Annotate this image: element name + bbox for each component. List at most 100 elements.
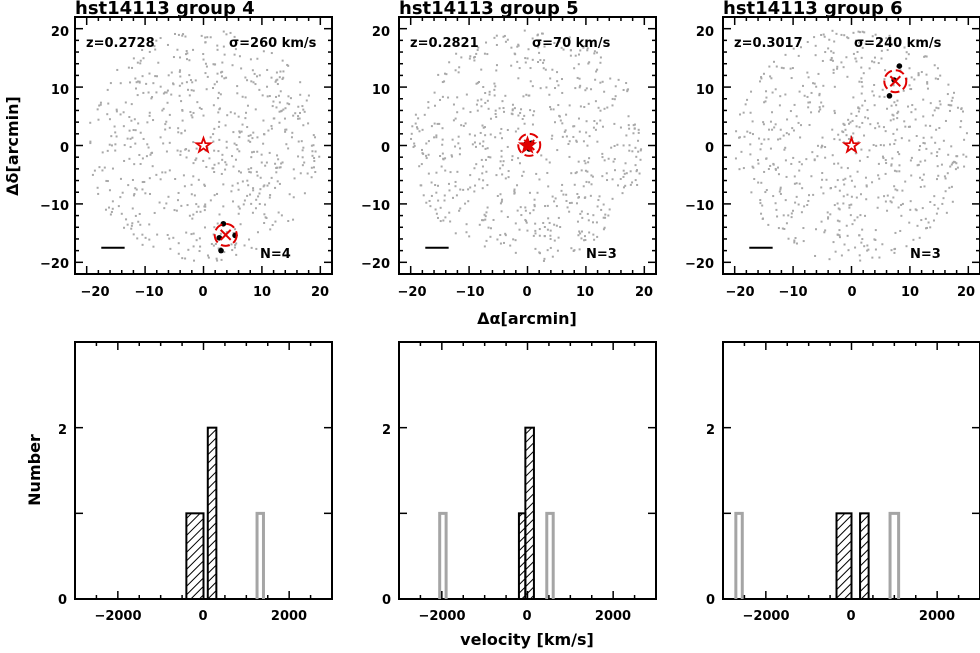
field-galaxy-point — [792, 129, 795, 132]
field-galaxy-point — [601, 152, 604, 155]
field-galaxy-point — [539, 252, 542, 255]
field-galaxy-point — [475, 163, 478, 166]
field-galaxy-point — [888, 34, 891, 37]
field-galaxy-point — [923, 55, 926, 58]
field-galaxy-point — [131, 222, 134, 225]
field-galaxy-point — [459, 188, 462, 191]
field-galaxy-point — [924, 124, 927, 127]
field-galaxy-point — [193, 259, 196, 262]
field-galaxy-point — [575, 140, 578, 143]
field-galaxy-point — [567, 142, 570, 145]
field-galaxy-point — [458, 209, 461, 212]
field-galaxy-point — [929, 124, 932, 127]
field-galaxy-point — [905, 57, 908, 60]
field-galaxy-point — [294, 112, 297, 115]
field-galaxy-point — [793, 175, 796, 178]
field-galaxy-point — [532, 234, 535, 237]
field-galaxy-point — [137, 80, 140, 83]
field-galaxy-point — [611, 178, 614, 181]
field-galaxy-point — [905, 245, 908, 248]
field-galaxy-point — [829, 187, 832, 190]
field-galaxy-point — [939, 103, 942, 106]
field-galaxy-point — [289, 97, 292, 100]
y-tick-label: 2 — [382, 423, 391, 438]
field-galaxy-point — [180, 132, 183, 135]
field-galaxy-point — [767, 223, 770, 226]
field-galaxy-point — [173, 209, 176, 212]
field-galaxy-point — [443, 80, 446, 83]
field-galaxy-point — [278, 76, 281, 79]
field-galaxy-point — [825, 178, 828, 181]
field-galaxy-point — [935, 106, 938, 109]
x-tick-labels: −20 −10 0 10 20 — [81, 285, 330, 300]
field-galaxy-point — [254, 83, 257, 86]
field-galaxy-point — [142, 137, 145, 140]
field-galaxy-point — [600, 208, 603, 211]
field-galaxy-point — [863, 245, 866, 248]
field-galaxy-point — [217, 247, 220, 250]
field-galaxy-point — [254, 108, 257, 111]
field-galaxy-point — [639, 149, 642, 152]
field-galaxy-point — [938, 100, 941, 103]
field-galaxy-point — [603, 159, 606, 162]
field-galaxy-point — [514, 130, 517, 133]
field-galaxy-point — [469, 111, 472, 114]
field-galaxy-point — [848, 206, 851, 209]
field-galaxy-point — [99, 101, 102, 104]
field-galaxy-point — [302, 124, 305, 127]
field-galaxy-point — [276, 83, 279, 86]
field-galaxy-point — [486, 99, 489, 102]
field-galaxy-point — [150, 97, 153, 100]
field-galaxy-point — [268, 95, 271, 98]
field-galaxy-point — [885, 162, 888, 165]
field-galaxy-point — [558, 115, 561, 118]
field-galaxy-point — [516, 45, 519, 48]
y-tick-labels: −20 −10 0 10 20 — [40, 25, 69, 272]
field-galaxy-point — [155, 173, 158, 176]
field-galaxy-point — [113, 125, 116, 128]
field-galaxy-point — [947, 83, 950, 86]
x-tick-labels: −20 −10 0 10 20 — [398, 285, 654, 300]
member-histogram-bar — [206, 426, 218, 600]
field-galaxy-point — [871, 256, 874, 259]
field-galaxy-point — [272, 100, 275, 103]
field-galaxy-point — [285, 128, 288, 131]
field-galaxy-point — [410, 132, 413, 135]
field-galaxy-point — [157, 61, 160, 64]
field-galaxy-point — [452, 119, 455, 122]
field-galaxy-point — [965, 132, 968, 135]
field-galaxy-point — [457, 71, 460, 74]
field-galaxy-point — [444, 216, 447, 219]
field-galaxy-point — [467, 188, 470, 191]
field-galaxy-point — [793, 103, 796, 106]
field-galaxy-point — [858, 80, 861, 83]
field-galaxy-point — [425, 142, 428, 145]
field-galaxy-point — [175, 209, 178, 212]
field-galaxy-point — [151, 96, 154, 99]
field-galaxy-point — [801, 84, 804, 87]
field-galaxy-point — [190, 233, 193, 236]
field-galaxy-point — [489, 117, 492, 120]
field-galaxy-point — [251, 211, 254, 214]
field-galaxy-point — [603, 90, 606, 93]
field-galaxy-point — [565, 113, 568, 116]
field-galaxy-point — [181, 257, 184, 260]
y-tick-labels: 0 2 — [706, 423, 715, 608]
field-galaxy-point — [879, 144, 882, 147]
field-galaxy-point — [189, 79, 192, 82]
field-galaxy-point — [133, 163, 136, 166]
field-galaxy-point — [532, 209, 535, 212]
field-galaxy-point — [845, 134, 848, 137]
field-galaxy-point — [564, 129, 567, 132]
field-galaxy-point — [270, 76, 273, 79]
field-galaxy-point — [633, 123, 636, 126]
field-galaxy-point — [469, 55, 472, 58]
field-galaxy-point — [799, 136, 802, 139]
field-galaxy-point — [311, 150, 314, 153]
field-galaxy-point — [628, 127, 631, 130]
field-galaxy-point — [593, 52, 596, 55]
field-galaxy-point — [610, 146, 613, 149]
field-galaxy-point — [134, 187, 137, 190]
field-galaxy-point — [478, 142, 481, 145]
histogram-bars — [438, 426, 555, 600]
